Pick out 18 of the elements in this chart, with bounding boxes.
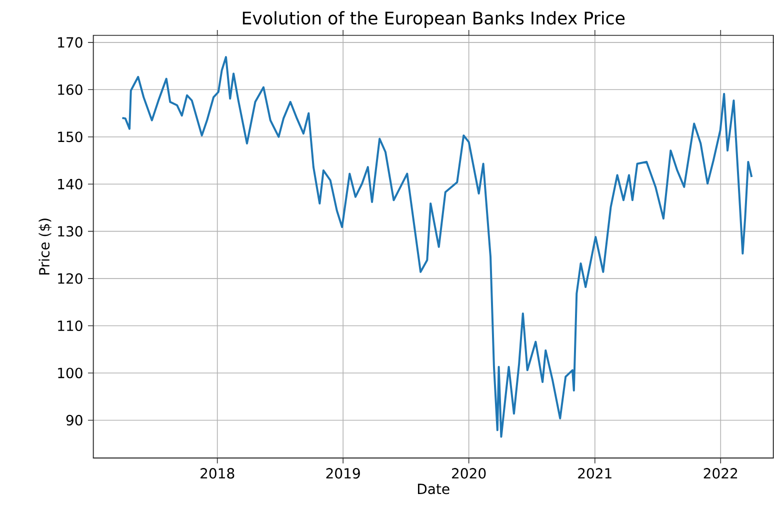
- y-tick-label: 120: [58, 273, 82, 284]
- y-tick-label: 150: [58, 132, 82, 142]
- x-tick-label: 2022: [704, 468, 738, 479]
- x-axis-title: Date: [418, 484, 450, 494]
- x-tick-label: 2020: [452, 468, 486, 479]
- y-axis-title: Price ($): [38, 218, 52, 275]
- y-tick-label: 100: [58, 368, 82, 378]
- y-tick-label: 170: [58, 37, 82, 48]
- y-tick-label: 110: [58, 320, 82, 332]
- chart-title: Evolution of the European Banks Index Price: [242, 11, 625, 28]
- y-tick-label: 90: [66, 414, 82, 426]
- x-tick-label: 2021: [578, 468, 612, 479]
- x-tick-label: 2018: [200, 468, 234, 479]
- y-tick-label: 130: [58, 226, 82, 237]
- line-series: [121, 56, 753, 438]
- x-tick-label: 2019: [326, 468, 360, 479]
- y-tick-label: 140: [58, 178, 82, 190]
- y-tick-label: 160: [58, 84, 82, 95]
